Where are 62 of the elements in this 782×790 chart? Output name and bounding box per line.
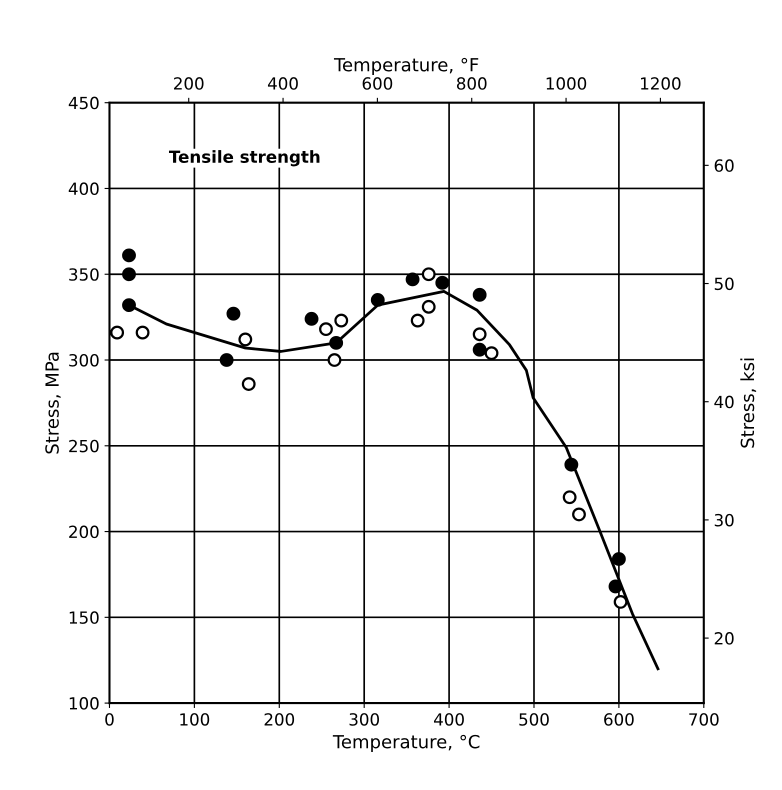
y-tick-label: 300 (69, 354, 99, 367)
point (608, 580, 622, 594)
y2-tick-label: 60 (714, 159, 734, 172)
point (406, 272, 420, 286)
y-tick-label: 250 (69, 440, 99, 452)
point (562, 490, 577, 504)
point (422, 267, 436, 282)
x2-tick-label: 800 (456, 77, 487, 90)
y-tick-label: 450 (68, 96, 99, 110)
x-tick-label: 200 (264, 713, 294, 726)
point (564, 458, 578, 472)
point (334, 314, 348, 328)
y2-tick-label: 50 (714, 277, 734, 290)
point (122, 267, 136, 282)
point (329, 336, 344, 350)
y2-tick-label: 30 (714, 514, 734, 526)
point (612, 552, 626, 566)
y2-axis-title: Stress, ksi (740, 358, 756, 448)
x2-tick-label: 1000 (546, 77, 586, 90)
point (435, 276, 450, 290)
x-tick-label: 700 (689, 713, 719, 726)
point (614, 594, 628, 609)
x-axis-title: Temperature, °C (332, 734, 480, 752)
x-tick-label: 100 (180, 713, 210, 726)
x-tick-label: 0 (105, 713, 114, 726)
y-tick-label: 400 (68, 182, 99, 196)
x2-tick-label: 200 (174, 77, 204, 90)
point (370, 293, 385, 307)
x-tick-label: 400 (434, 713, 464, 726)
point (472, 342, 487, 357)
point (328, 353, 342, 367)
point (242, 377, 256, 391)
point (220, 353, 234, 367)
x2-tick-label: 1200 (641, 77, 681, 90)
y-tick-label: 100 (70, 697, 99, 710)
y2-tick-label: 40 (714, 396, 734, 408)
x-tick-label: 300 (350, 713, 379, 726)
point (304, 312, 318, 326)
x2-axis-title: Temperature, °F (334, 58, 478, 76)
annotation: Tensile strength (168, 150, 320, 166)
point (422, 300, 436, 314)
point (472, 327, 487, 342)
point (238, 332, 252, 346)
y-tick-label: 200 (69, 526, 99, 538)
point (226, 306, 240, 321)
x-tick-label: 500 (519, 713, 549, 726)
point (472, 288, 487, 302)
x-tick-label: 600 (604, 713, 634, 726)
point (122, 298, 136, 312)
x2-tick-label: 600 (362, 77, 392, 90)
point (410, 314, 425, 328)
point (572, 507, 586, 522)
point (136, 326, 150, 340)
y-axis-title: Stress, MPa (45, 352, 61, 454)
y-tick-label: 350 (69, 268, 99, 281)
x2-tick-label: 400 (268, 77, 298, 90)
y-tick-label: 150 (70, 611, 99, 624)
y2-tick-label: 20 (714, 632, 734, 645)
point (122, 248, 136, 262)
point (319, 322, 333, 336)
point (484, 346, 498, 360)
point (110, 326, 124, 340)
